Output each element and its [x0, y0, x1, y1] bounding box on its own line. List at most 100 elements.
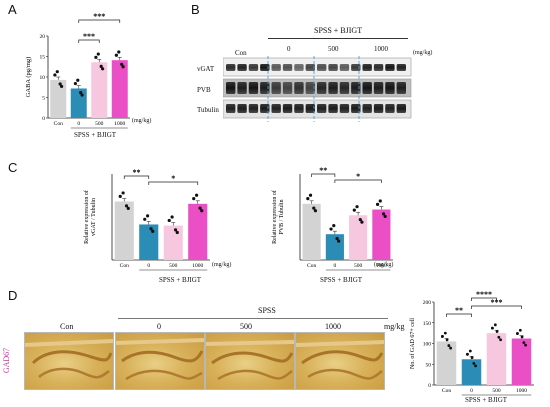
- chart-c-right-ylabel-1: PVB / Tubulin: [279, 199, 285, 234]
- panel-c-right-group-label: SPSS + BJIGT: [320, 276, 363, 284]
- chart-c-right-dot-2-1: [358, 217, 362, 222]
- chart-a-dot-0-2: [55, 70, 59, 74]
- chart-a-dot-2-1: [99, 64, 103, 68]
- bandsV-band-3: [260, 64, 270, 71]
- chart-d-bar-500: [486, 333, 507, 385]
- chart-c-left-xlabel-2: 500: [169, 263, 178, 269]
- chart-a-dot-1-2: [76, 78, 80, 82]
- bandsT-band-7: [305, 104, 315, 113]
- chart-c-right-xlabel-1: 0: [334, 263, 337, 269]
- chart-c-left-bar-Con: [114, 201, 134, 260]
- bandsP-band-12: [362, 82, 372, 94]
- histology-image-0: [115, 332, 205, 390]
- chart-c-right-bar-500: [349, 215, 368, 260]
- chart-c-left-dot-2-2: [170, 215, 174, 219]
- panel-b-unit: (mg/kg): [413, 50, 433, 56]
- chart-a-dot-3-0: [114, 53, 118, 57]
- bandsV-band-1: [237, 64, 247, 71]
- blot-row-label-tubulin: Tubulin: [197, 106, 219, 114]
- chart-c-left-dot-2-3: [175, 230, 179, 235]
- blot-row-label-pvb: PVB: [197, 86, 211, 94]
- chart-a-dot-2-0: [94, 55, 98, 59]
- bandsT-band-9: [328, 104, 338, 113]
- bandsT-band-10: [339, 104, 350, 113]
- panel-b-lane-0: 0: [287, 45, 291, 53]
- chart-d-sig-bracket-2: [471, 305, 522, 309]
- chart-c-left-dot-1-3: [151, 229, 155, 233]
- histology-image-1000: [295, 332, 385, 390]
- chart-a-bar-1000: [111, 60, 128, 118]
- chart-a-dot-1-1: [79, 90, 83, 95]
- panel-b-lane-con: Con: [235, 49, 247, 57]
- bandsT-band-5: [282, 104, 293, 113]
- chart-d-bar-0: [461, 359, 482, 385]
- bandsP-band-2: [248, 82, 259, 94]
- blot-row-label-vgat: vGAT: [197, 65, 215, 73]
- chart-d-dot-1-4: [470, 356, 474, 360]
- chart-d-dot-1-5: [466, 352, 469, 356]
- chart-a-xlabel-3: 1000: [114, 121, 125, 127]
- panel-b-group-line: [268, 38, 408, 39]
- chart-d-dot-1-2: [468, 349, 472, 353]
- panel-d-col-0: 0: [157, 322, 161, 331]
- bandsP-band-14: [385, 82, 395, 94]
- bandsT-band-1: [237, 104, 247, 113]
- panel-letter-c: C: [8, 160, 18, 175]
- bandsP-band-3: [260, 82, 270, 94]
- chart-a-dot-2-3: [101, 67, 105, 71]
- chart-c-left-xlabel-1: 0: [147, 263, 150, 269]
- chart-c-right-sig-bracket-1: [334, 179, 382, 183]
- chart-c-right-dot-3-2: [378, 199, 382, 203]
- chart-c-left-dot-3-0: [192, 197, 196, 201]
- panel-c-right-unit: (mg/kg): [374, 262, 394, 268]
- chart-d-xlabel-1: 0: [470, 388, 473, 394]
- bandsP-band-11: [351, 82, 361, 94]
- bandsT-band-15: [396, 104, 406, 113]
- chart-a-dot-3-3: [121, 65, 125, 69]
- bandsP-band-6: [294, 82, 304, 94]
- chart-c-left-sig-label-1: *: [171, 174, 175, 183]
- chart-d-dot-0-4: [445, 338, 449, 342]
- chart-d-xlabel-3: 1000: [516, 388, 527, 394]
- histology-image-con: [24, 332, 114, 390]
- bandsV-band-0: [226, 64, 236, 71]
- chart-d-sig-bracket-0: [446, 313, 472, 317]
- panel-b-group-label: SPSS + BJIGT: [314, 26, 363, 35]
- chart-c-left-dot-3-1: [198, 206, 202, 210]
- chart-d-bar-1000: [511, 338, 532, 385]
- chart-c-left-dot-2-1: [173, 228, 178, 232]
- chart-c-right-dot-2-0: [352, 208, 356, 212]
- chart-d-xlabel-2: 500: [492, 388, 501, 394]
- chart-d-dot-2-4: [495, 330, 499, 333]
- chart-a-dot-2-2: [96, 52, 100, 56]
- chart-a-xlabel-2: 500: [95, 121, 104, 127]
- chart-c-right-dot-3-0: [375, 202, 380, 206]
- panel-letter-b: B: [191, 2, 200, 17]
- chart-d-sig-label-2: ***: [491, 298, 503, 307]
- chart-c-left-dot-3-3: [200, 209, 204, 213]
- chart-a-xlabel-0: Con: [54, 121, 63, 127]
- chart-c-right-xlabel-2: 500: [354, 263, 363, 269]
- panel-d-group-label: SPSS + BJIGT: [465, 396, 508, 404]
- chart-c-left-dot-0-1: [124, 204, 129, 208]
- chart-c-right-bar-0: [325, 234, 344, 260]
- chart-d-dot-2-3: [499, 338, 502, 342]
- bandsV-band-5: [282, 64, 293, 71]
- chart-a-dot-1-0: [73, 81, 77, 86]
- chart-d-dot-3-2: [518, 328, 522, 332]
- chart-a-sig-label-1: ***: [93, 12, 105, 21]
- panel-c-left-chart: Relative expression of vGAT / Tubulin Con 0…: [83, 168, 210, 271]
- bandsV-band-2: [248, 64, 259, 71]
- chart-c-left-sig-bracket-0: [123, 175, 150, 179]
- western-blot: [223, 56, 412, 122]
- panel-c-left-unit: (mg/kg): [212, 262, 232, 268]
- chart-c-left-ylabel-1: vGAT / Tubulin: [91, 198, 97, 236]
- chart-c-right-dot-1-3: [337, 239, 341, 243]
- bandsP-band-0: [226, 82, 236, 94]
- chart-a-sig-bracket-1: [78, 19, 121, 23]
- chart-c-right-dot-1-1: [335, 236, 339, 241]
- chart-d-ytick-label-4: 200: [423, 300, 432, 306]
- chart-d-dot-0-5: [441, 335, 444, 338]
- bandsT-band-2: [248, 104, 259, 113]
- chart-c-left-dot-3-2: [195, 193, 199, 197]
